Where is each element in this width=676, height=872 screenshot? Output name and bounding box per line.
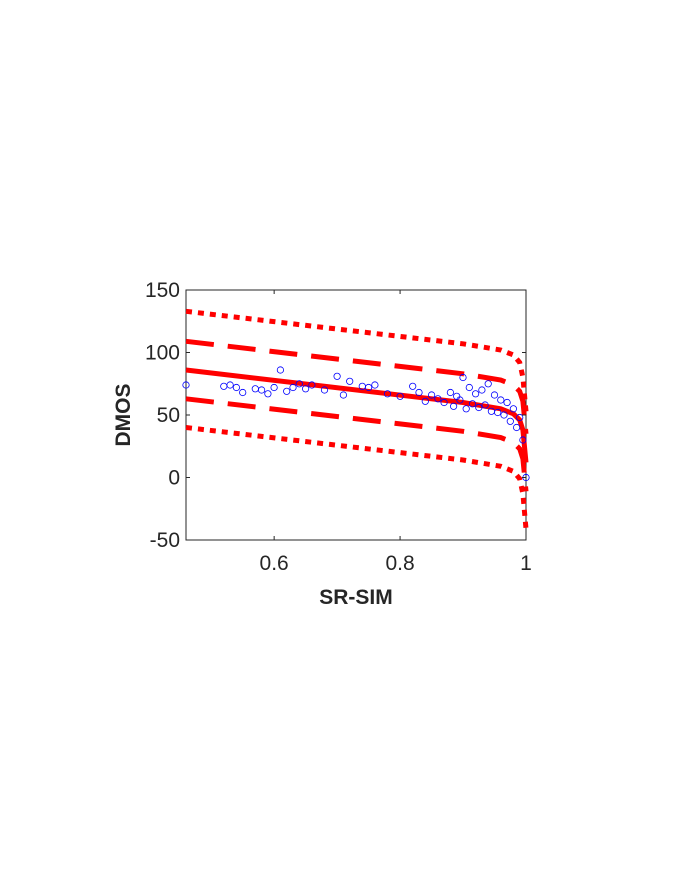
data-point	[494, 408, 502, 417]
data-point	[415, 388, 423, 397]
y-tick-label: 50	[157, 404, 180, 427]
points-layer	[182, 366, 530, 482]
data-point	[239, 388, 247, 397]
plot-area	[185, 289, 527, 541]
series-layer	[185, 308, 529, 530]
data-point	[226, 381, 234, 389]
data-point	[320, 386, 329, 394]
data-point	[182, 381, 190, 389]
y-tick-label: -50	[150, 529, 180, 552]
y-axis: -50 0 50 100 150	[145, 279, 526, 552]
y-tick-label: 100	[145, 342, 180, 365]
data-point	[446, 388, 454, 397]
x-axis: 0.6 0.8 1	[260, 290, 532, 575]
data-point	[497, 396, 505, 404]
x-tick-label: 0.6	[260, 552, 289, 575]
data-point	[396, 392, 404, 400]
y-tick-label: 150	[145, 279, 180, 302]
fit-line-dotted-3	[185, 308, 529, 412]
y-axis-label: DMOS	[112, 384, 135, 447]
data-point	[484, 380, 492, 388]
data-point	[283, 387, 291, 395]
data-point	[516, 413, 524, 422]
fit-line-solid-0	[185, 367, 529, 463]
data-point	[465, 383, 473, 392]
data-point	[500, 411, 508, 419]
y-tick-label: 0	[168, 467, 180, 490]
data-point	[270, 383, 278, 392]
data-point	[490, 391, 499, 399]
data-point	[471, 390, 480, 398]
data-point	[462, 405, 470, 413]
data-point	[289, 383, 297, 392]
data-point	[434, 395, 442, 403]
data-point	[519, 436, 527, 444]
fit-line-dashed-1	[185, 338, 529, 435]
data-point	[475, 403, 483, 412]
data-point	[409, 382, 417, 390]
data-point	[478, 386, 486, 394]
fit-line-dotted-4	[185, 425, 529, 530]
x-tick-label: 0.8	[385, 552, 414, 575]
data-point	[383, 390, 392, 398]
data-point	[506, 417, 514, 425]
data-point	[295, 380, 303, 388]
data-point	[301, 385, 310, 393]
data-point	[346, 377, 354, 385]
fit-line-dashed-2	[185, 396, 529, 492]
data-point	[481, 401, 489, 409]
data-point	[421, 397, 429, 405]
data-point	[276, 366, 284, 374]
x-axis-label: SR-SIM	[319, 586, 393, 609]
data-point	[509, 405, 518, 413]
data-point	[427, 391, 436, 399]
data-point	[468, 400, 477, 408]
data-point	[503, 398, 511, 407]
data-point	[264, 390, 272, 398]
data-point	[371, 381, 379, 389]
data-point	[364, 383, 373, 392]
data-point	[512, 423, 521, 432]
data-point	[333, 372, 341, 380]
data-point	[232, 383, 240, 392]
data-point	[449, 402, 458, 410]
data-point	[257, 386, 266, 394]
data-point	[459, 373, 467, 382]
data-point	[440, 398, 448, 407]
data-point	[339, 391, 347, 399]
x-tick-label: 1	[520, 552, 532, 575]
data-point	[308, 381, 316, 389]
data-point	[456, 396, 464, 404]
